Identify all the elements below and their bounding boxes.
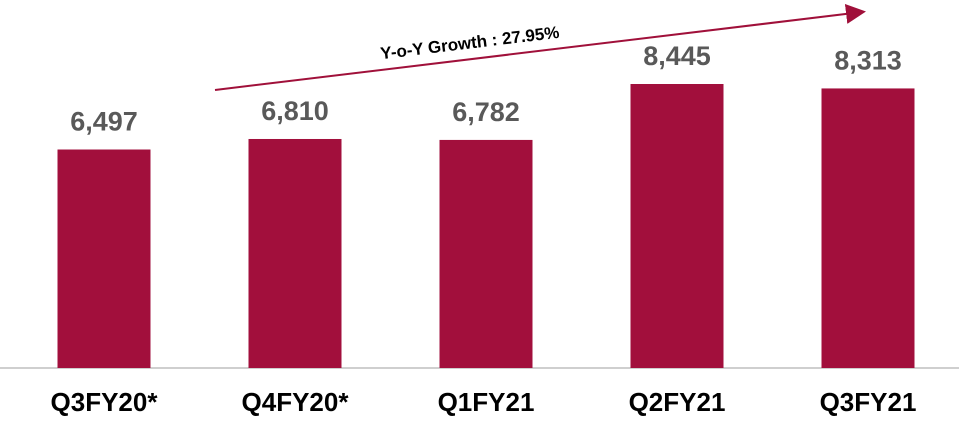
bar <box>821 88 915 368</box>
value-label: 6,810 <box>261 96 329 126</box>
x-tick-label: Q3FY21 <box>820 387 917 417</box>
x-tick-label: Q4FY20* <box>242 387 350 417</box>
bar <box>630 84 724 368</box>
x-tick-label: Q2FY21 <box>629 387 726 417</box>
annotation: Y-o-Y Growth : 27.95% <box>379 23 560 64</box>
bar <box>248 138 342 368</box>
value-label: 8,445 <box>643 41 711 71</box>
growth-arrow <box>214 3 866 91</box>
value-label: 8,313 <box>834 46 902 76</box>
value-label: 6,782 <box>452 97 520 127</box>
bar <box>57 149 151 368</box>
value-label: 6,497 <box>70 107 138 137</box>
x-tick-label: Q1FY21 <box>438 387 535 417</box>
x-tick-label: Q3FY20* <box>51 387 159 417</box>
bar <box>439 139 533 368</box>
